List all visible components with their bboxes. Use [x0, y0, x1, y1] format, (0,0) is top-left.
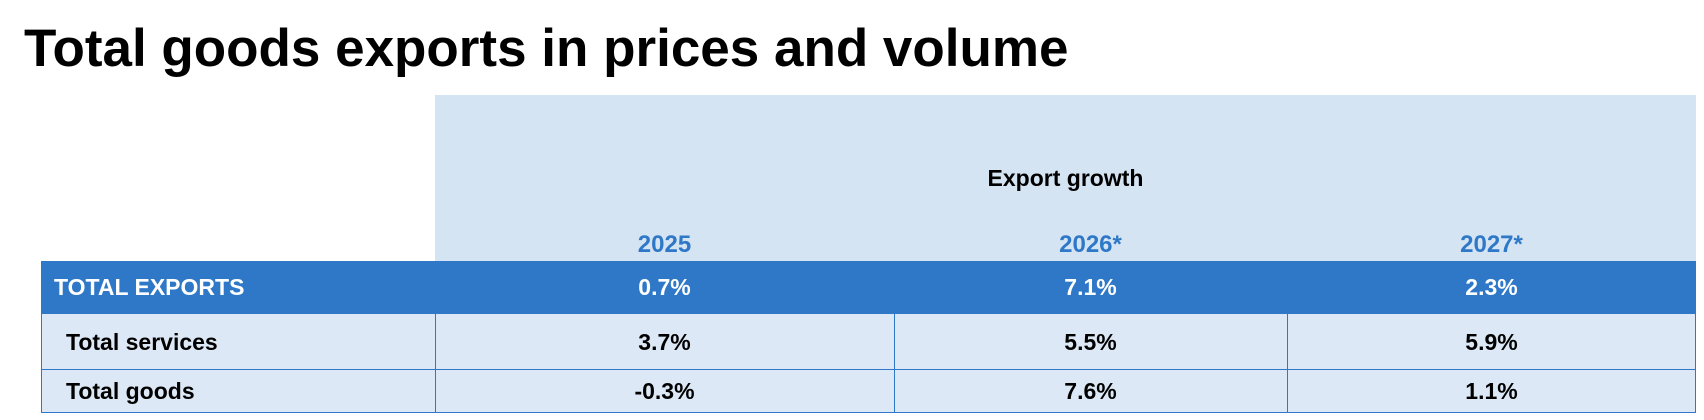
column-header: 2026*: [1059, 231, 1122, 258]
table-row: [41, 370, 1696, 413]
group-header: Export growth: [987, 164, 1144, 191]
page-title: Total goods exports in prices and volume: [24, 19, 1069, 78]
column-header: 2027*: [1460, 231, 1523, 258]
table-cell: 7.1%: [1064, 274, 1117, 300]
divider: [1287, 314, 1288, 413]
table-cell: 2.3%: [1465, 274, 1518, 300]
row-label: TOTAL EXPORTS: [54, 274, 245, 300]
header-band: [435, 95, 1696, 261]
table-cell: 1.1%: [1465, 378, 1518, 404]
table-row: [41, 261, 1696, 314]
row-label: Total services: [66, 328, 218, 355]
table-row: [41, 314, 1696, 370]
table-cell: -0.3%: [634, 378, 695, 404]
table-cell: 5.5%: [1064, 328, 1117, 355]
table-cell: 5.9%: [1465, 328, 1518, 355]
table-cell: 3.7%: [638, 328, 691, 355]
column-header: 2025: [637, 231, 692, 258]
table-cell: 0.7%: [638, 274, 691, 300]
divider: [894, 314, 895, 413]
divider: [435, 314, 436, 413]
row-label: Total goods: [66, 378, 195, 404]
table-cell: 7.6%: [1064, 378, 1117, 404]
